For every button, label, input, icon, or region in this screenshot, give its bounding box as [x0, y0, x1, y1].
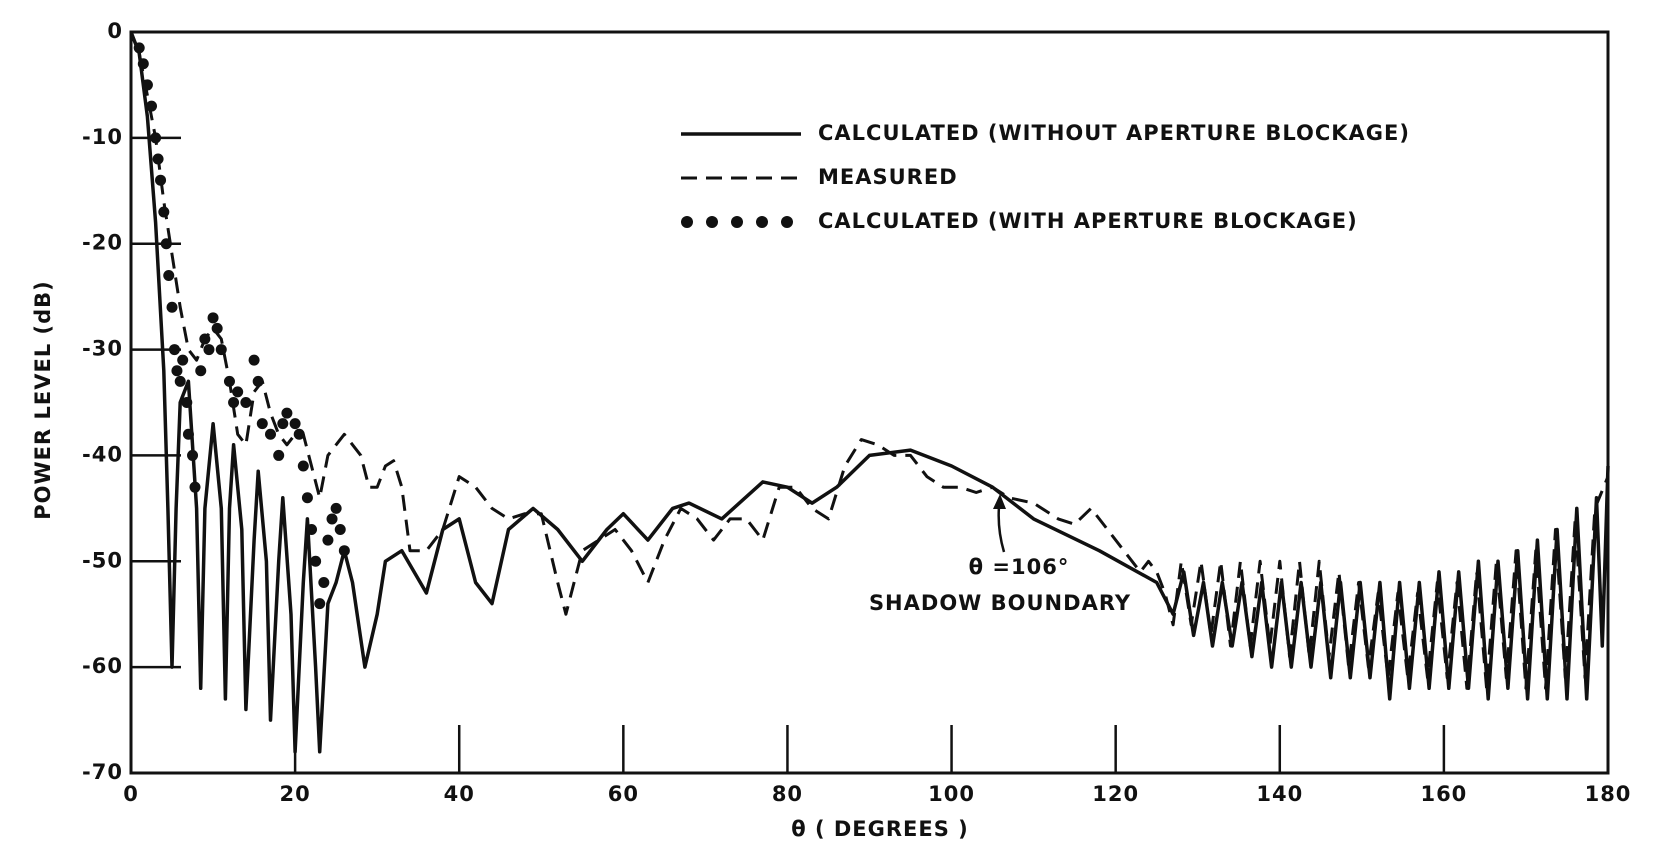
y-tick-label: -50: [82, 548, 123, 572]
data-point: [168, 344, 180, 356]
data-point: [232, 386, 244, 398]
data-point: [207, 312, 219, 324]
x-tick-label: 80: [772, 782, 803, 806]
data-point: [264, 428, 276, 440]
data-point: [306, 524, 318, 536]
x-tick-label: 20: [279, 782, 310, 806]
plot-frame: [129, 30, 1610, 775]
data-point: [211, 322, 223, 334]
data-point: [160, 238, 172, 250]
data-point: [334, 524, 346, 536]
data-point: [150, 132, 162, 144]
data-point: [215, 344, 227, 356]
y-axis-label: POWER LEVEL (dB): [31, 280, 55, 519]
data-point: [301, 492, 313, 504]
annotation-arrowhead: [993, 494, 1006, 509]
data-point: [171, 365, 183, 377]
data-point: [318, 576, 330, 588]
data-point: [228, 397, 240, 408]
x-tick-label: 120: [1092, 782, 1139, 806]
x-tick-label: 40: [444, 782, 475, 806]
x-tick-label: 60: [608, 782, 639, 806]
y-tick-label: 0: [107, 19, 123, 43]
annotation: SHADOW BOUNDARY: [869, 591, 1131, 615]
data-point: [146, 100, 158, 112]
data-point: [326, 513, 338, 525]
y-tick-label: -10: [82, 125, 123, 149]
annotation: θ =106°: [969, 555, 1070, 579]
data-point: [166, 301, 178, 313]
data-point: [133, 42, 145, 54]
data-point: [256, 418, 268, 430]
data-point: [314, 598, 326, 610]
y-tick-label: -60: [82, 654, 123, 678]
data-point: [189, 481, 201, 493]
data-point: [281, 407, 293, 419]
line: [129, 31, 1610, 754]
data-point: [177, 354, 189, 366]
legend-label: CALCULATED (WITHOUT APERTURE BLOCKAGE): [818, 121, 1410, 145]
data-point: [158, 206, 170, 218]
legend-marker: [681, 216, 693, 228]
data-point: [141, 79, 153, 91]
data-point: [187, 449, 199, 461]
legend-marker: [706, 216, 718, 228]
data-point: [182, 428, 194, 440]
data-point: [322, 534, 334, 546]
data-point: [310, 555, 322, 567]
data-point: [240, 397, 252, 408]
x-axis-label: θ ( DEGREES ): [791, 817, 969, 841]
data-point: [163, 269, 175, 281]
legend-label: CALCULATED (WITH APERTURE BLOCKAGE): [818, 209, 1358, 233]
data-point: [293, 428, 305, 440]
legend-label: MEASURED: [818, 165, 958, 189]
data-point: [277, 418, 289, 430]
data-point: [223, 375, 235, 387]
x-tick-label: 0: [123, 782, 139, 806]
data-point: [338, 545, 350, 557]
data-point: [248, 354, 260, 366]
legend-marker: [756, 216, 768, 228]
data-point: [181, 397, 193, 408]
x-tick-label: 180: [1585, 782, 1632, 806]
data-point: [273, 449, 285, 461]
data-point: [195, 365, 207, 377]
data-point: [297, 460, 309, 472]
data-point: [330, 502, 342, 514]
y-tick-label: -70: [82, 760, 123, 784]
x-tick-label: 140: [1256, 782, 1303, 806]
y-tick-label: -20: [82, 231, 123, 255]
data-point: [155, 174, 167, 186]
data-point: [203, 344, 215, 356]
y-tick-label: -40: [82, 442, 123, 466]
legend-marker: [731, 216, 743, 228]
x-tick-label: 160: [1420, 782, 1467, 806]
legend-marker: [781, 216, 793, 228]
data-point: [289, 418, 301, 430]
y-tick-label: -30: [82, 337, 123, 361]
data-point: [252, 375, 264, 387]
data-point: [137, 58, 149, 70]
data-point: [199, 333, 211, 345]
data-point: [174, 375, 186, 387]
x-tick-label: 100: [928, 782, 975, 806]
data-point: [152, 153, 164, 165]
